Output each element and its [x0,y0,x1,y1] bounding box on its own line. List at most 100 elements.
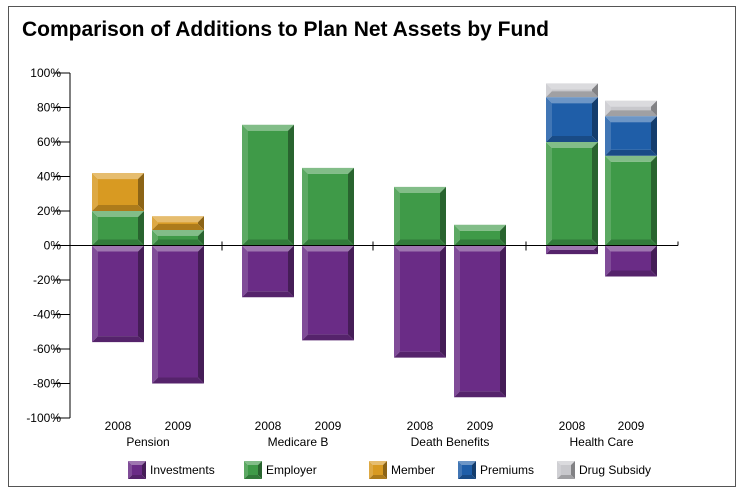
bar-bevel-right [500,224,506,246]
bar-bevel-left [394,245,400,358]
bar-bevel-top [152,229,204,236]
bar-bevel-bottom [605,149,657,156]
bar-bevel-right [651,155,657,246]
bar-segment-employer [611,161,651,240]
bar-bevel-right [500,245,506,398]
bar-bevel-left [546,245,551,255]
bar-bevel-top [92,173,144,180]
bar-bevel-top [302,167,354,174]
bar-bevel-right [198,245,204,384]
bar-bevel-right [138,173,144,211]
x-tick-label: 2009 [315,419,342,433]
legend-label: Member [391,463,435,477]
bar-bevel-top [242,245,294,252]
x-tick-label: 2008 [255,419,282,433]
bar-bevel-left [242,124,248,246]
legend-swatch-bevel [244,461,248,479]
bar-segment-drug-subsidy [552,89,592,92]
bar-bevel-right [651,245,657,277]
bar-bevel-left [92,173,98,211]
bar-segment-employer [552,148,592,240]
bar-bevel-bottom [302,334,354,341]
bar-segment-investments [308,251,348,335]
bar-bevel-right [651,116,657,156]
bar-bevel-bottom [454,391,506,398]
legend-swatch-member [373,465,383,475]
legend-swatch-bevel [369,461,387,465]
legend-swatch-bevel [557,461,561,479]
legend-swatch-drug-subsidy [561,465,571,475]
bar-segment-member [158,222,198,224]
bar-bevel-top [454,224,506,231]
bar-bevel-left [302,245,308,341]
bar-bevel-top [152,245,204,252]
bar-bevel-top [605,100,657,107]
bar-bevel-top [546,245,598,250]
x-tick-label: 2009 [467,419,494,433]
bar-bevel-left [546,83,552,98]
legend-swatch-bevel [128,475,146,479]
y-tick-label: -40% [33,308,61,322]
bar-bevel-right [592,83,598,98]
x-tick-label: 2009 [165,419,192,433]
bar-bevel-top [302,245,354,252]
bar-bevel-bottom [546,239,598,246]
bar-bevel-bottom [152,239,204,246]
legend-swatch-bevel [557,461,575,465]
bar-bevel-right [651,100,657,117]
bar-bevel-bottom [394,239,446,246]
bar-bevel-bottom [92,336,144,343]
bar-bevel-left [152,216,158,230]
y-tick-label: -80% [33,377,61,391]
x-tick-label: 2009 [618,419,645,433]
bar-bevel-left [454,245,460,398]
bar-segment-employer [98,217,138,240]
bar-bevel-bottom [152,377,204,384]
bar-bevel-top [394,186,446,193]
bar-bevel-top [454,245,506,252]
bar-bevel-left [546,142,552,246]
y-tick-label: 60% [37,135,61,149]
bar-bevel-left [605,100,611,117]
legend-swatch-bevel [571,461,575,479]
legend-label: Premiums [480,463,534,477]
bar-bevel-right [288,124,294,246]
bar-bevel-left [152,229,158,246]
bar-bevel-top [152,216,204,223]
bar-bevel-left [92,211,98,246]
bar-segment-investments [248,251,288,292]
bar-bevel-right [198,216,204,230]
group-label: Medicare B [268,435,329,449]
bar-segment-employer [158,235,198,240]
x-tick-label: 2008 [407,419,434,433]
bar-segment-premiums [552,103,592,136]
bar-bevel-left [242,245,248,298]
bar-segment-employer [248,130,288,240]
bar-bevel-bottom [92,205,144,211]
bar-segment-investments [158,251,198,378]
legend-swatch-employer [248,465,258,475]
y-tick-label: 20% [37,204,61,218]
bar-bevel-top [605,116,657,123]
legend-swatch-bevel [458,461,462,479]
group-label: Pension [126,435,169,449]
bar-segment-investments [460,251,500,392]
bar-segment-member [98,179,138,205]
y-tick-label: -100% [26,411,61,425]
legend-label: Investments [150,463,215,477]
bar-bevel-bottom [242,291,294,298]
bar-bevel-bottom [605,270,657,277]
bar-bevel-bottom [546,249,598,255]
bar-bevel-left [605,116,611,156]
legend-swatch-bevel [557,475,575,479]
x-tick-label: 2008 [559,419,586,433]
bar-bevel-bottom [546,136,598,142]
legend-swatch-bevel [458,461,476,465]
y-tick-label: 100% [30,66,61,80]
bar-bevel-bottom [242,239,294,246]
legend-swatch-bevel [244,461,262,465]
legend-swatch-bevel [472,461,476,479]
bar-bevel-right [288,245,294,298]
y-tick-label: -20% [33,273,61,287]
bar-bevel-left [92,245,98,343]
